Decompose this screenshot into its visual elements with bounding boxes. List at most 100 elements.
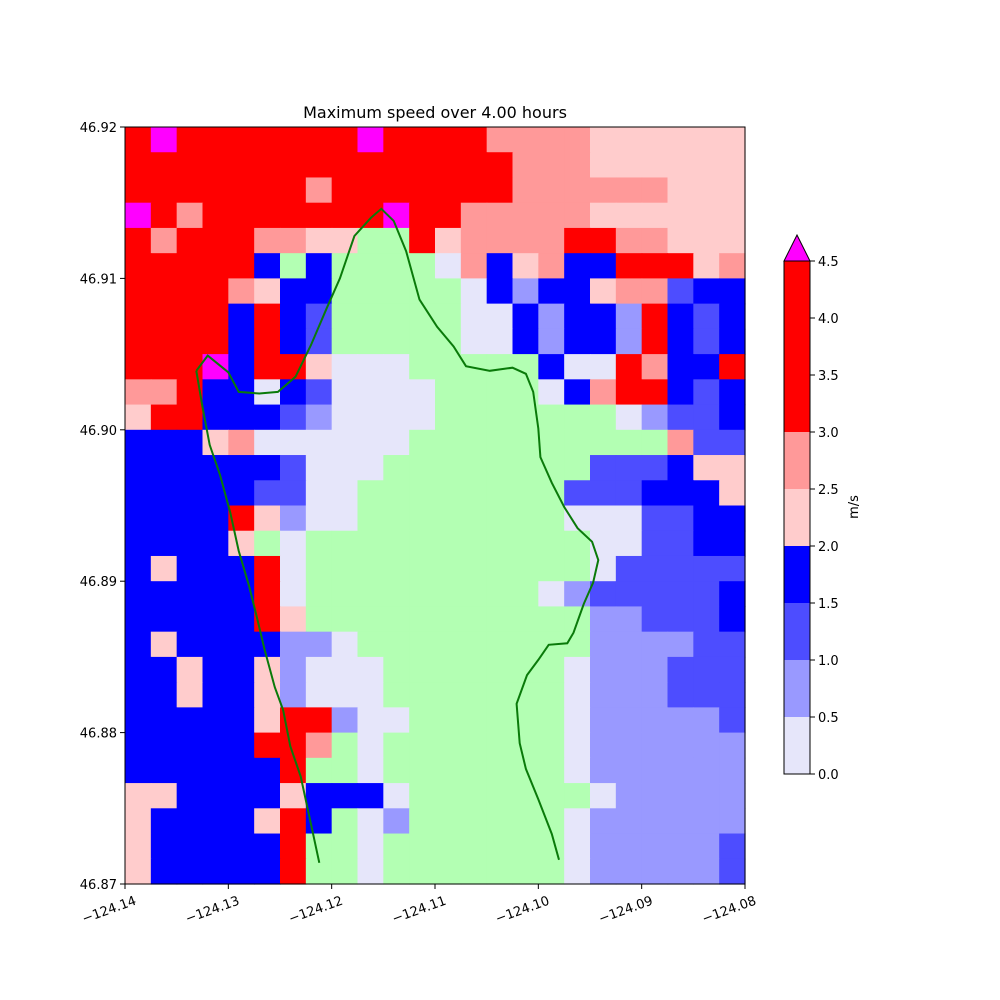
heatmap-cell xyxy=(254,530,281,557)
heatmap-cell xyxy=(564,354,591,380)
heatmap-cell xyxy=(409,808,436,835)
heatmap-cell xyxy=(176,505,204,532)
heatmap-cell xyxy=(176,202,204,229)
heatmap-cell xyxy=(435,152,462,179)
heatmap-cell xyxy=(486,631,514,658)
coastline-spit xyxy=(195,370,321,864)
heatmap-cell xyxy=(280,858,307,885)
heatmap-cell xyxy=(486,858,514,885)
heatmap-cell xyxy=(228,354,255,380)
heatmap-cell xyxy=(176,177,204,204)
heatmap-cell xyxy=(150,177,178,204)
heatmap-cell xyxy=(693,278,720,305)
heatmap-cell xyxy=(150,429,178,456)
heatmap-cell xyxy=(486,202,514,229)
heatmap-cell xyxy=(331,505,359,532)
heatmap-cell xyxy=(357,783,384,809)
heatmap-cell xyxy=(331,127,359,153)
colorbar-segment xyxy=(784,432,810,489)
heatmap-cell xyxy=(538,379,565,406)
colorbar-tick-label: 0.5 xyxy=(818,711,839,726)
heatmap-cell xyxy=(641,379,669,406)
heatmap-cell xyxy=(512,606,539,633)
heatmap-cell xyxy=(435,480,462,507)
heatmap-cell xyxy=(409,732,436,759)
heatmap-cell xyxy=(202,757,229,784)
heatmap-cell xyxy=(590,581,617,608)
heatmap-cell xyxy=(280,833,307,860)
heatmap-cell xyxy=(667,530,694,557)
heatmap-cell xyxy=(719,555,746,582)
coastline-west xyxy=(195,207,600,861)
heatmap-cell xyxy=(693,555,720,582)
heatmap-cell xyxy=(590,682,617,708)
heatmap-cell xyxy=(383,555,410,582)
heatmap-cell xyxy=(641,530,669,557)
heatmap-cell xyxy=(641,303,669,330)
heatmap-cell xyxy=(150,707,178,734)
colorbar-tick-label: 0.0 xyxy=(818,768,839,783)
y-tick-label: 46.87 xyxy=(80,878,117,893)
heatmap-cell xyxy=(460,379,488,406)
heatmap-cell xyxy=(719,328,746,355)
heatmap-cell xyxy=(409,127,436,153)
heatmap-cell xyxy=(254,455,281,481)
heatmap-cell xyxy=(693,783,720,809)
heatmap-cell xyxy=(564,555,591,582)
heatmap-cell xyxy=(693,757,720,784)
heatmap-cell xyxy=(150,303,178,330)
heatmap-cell xyxy=(538,227,565,254)
heatmap-cell xyxy=(641,808,669,835)
heatmap-cell xyxy=(460,328,488,355)
heatmap-cell xyxy=(590,354,617,380)
heatmap-cell xyxy=(150,682,178,708)
heatmap-cell xyxy=(719,530,746,557)
heatmap-cell xyxy=(615,757,643,784)
heatmap-cell xyxy=(254,555,281,582)
heatmap-cell xyxy=(228,253,255,279)
heatmap-cell xyxy=(590,606,617,633)
heatmap-cell xyxy=(590,429,617,456)
heatmap-cell xyxy=(357,757,384,784)
heatmap-cell xyxy=(667,152,694,179)
heatmap-cell xyxy=(150,278,178,305)
heatmap-cell xyxy=(590,303,617,330)
heatmap-cell xyxy=(383,354,410,380)
heatmap-cell xyxy=(512,455,539,481)
heatmap-cell xyxy=(383,833,410,860)
heatmap-cell xyxy=(667,505,694,532)
heatmap-cell xyxy=(331,177,359,204)
heatmap-cell xyxy=(305,505,333,532)
heatmap-cell xyxy=(176,732,204,759)
heatmap-cell xyxy=(357,429,384,456)
heatmap-cell xyxy=(667,278,694,305)
heatmap-cell xyxy=(150,732,178,759)
heatmap-cell xyxy=(202,455,229,481)
heatmap-grid xyxy=(125,127,746,885)
heatmap-cell xyxy=(641,177,669,204)
heatmap-cell xyxy=(331,606,359,633)
heatmap-cell xyxy=(280,278,307,305)
heatmap-cell xyxy=(228,808,255,835)
heatmap-cell xyxy=(409,858,436,885)
heatmap-cell xyxy=(357,253,384,279)
heatmap-cell xyxy=(512,278,539,305)
colorbar-extend-arrow xyxy=(783,233,811,262)
colorbar-tick-label: 4.5 xyxy=(818,255,839,270)
heatmap-cell xyxy=(512,480,539,507)
heatmap-cell xyxy=(176,858,204,885)
heatmap-cell xyxy=(538,530,565,557)
heatmap-cell xyxy=(383,530,410,557)
heatmap-cell xyxy=(202,606,229,633)
heatmap-cell xyxy=(460,202,488,229)
heatmap-cell xyxy=(512,858,539,885)
heatmap-cell xyxy=(435,858,462,885)
heatmap-cell xyxy=(331,757,359,784)
heatmap-cell xyxy=(460,783,488,809)
heatmap-cell xyxy=(435,127,462,153)
heatmap-cell xyxy=(667,455,694,481)
heatmap-cell xyxy=(667,783,694,809)
heatmap-cell xyxy=(615,833,643,860)
heatmap-cell xyxy=(202,253,229,279)
heatmap-cell xyxy=(280,202,307,229)
